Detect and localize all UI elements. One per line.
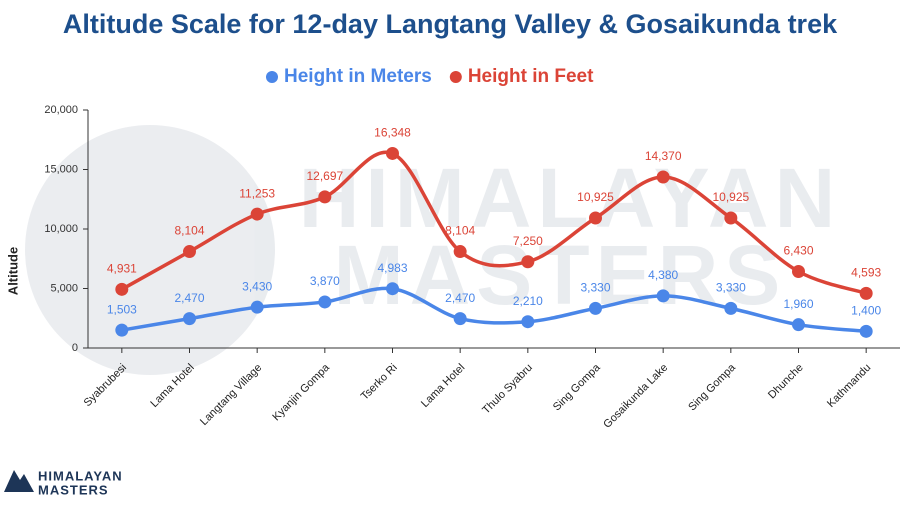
data-label: 3,330 — [580, 281, 610, 295]
data-label: 1,400 — [851, 304, 881, 318]
data-label: 2,210 — [513, 294, 543, 308]
chart-title: Altitude Scale for 12-day Langtang Valle… — [63, 9, 838, 39]
data-point — [589, 301, 602, 315]
data-label: 4,931 — [107, 261, 137, 275]
data-label: 14,370 — [645, 149, 682, 163]
logo: HIMALAYAN MASTERS — [4, 468, 123, 497]
x-tick-label: Tserko Ri — [359, 362, 400, 403]
data-point — [318, 190, 332, 204]
data-label: 11,253 — [239, 186, 275, 200]
data-point — [859, 324, 873, 338]
data-label: 7,250 — [513, 234, 543, 248]
data-label: 8,104 — [445, 224, 475, 238]
data-point — [386, 146, 399, 160]
y-tick-label: 5,000 — [50, 282, 78, 294]
data-point — [318, 295, 332, 309]
data-point — [589, 211, 602, 225]
watermark-line: MASTERS — [334, 228, 787, 322]
data-label: 3,870 — [310, 274, 340, 288]
data-label: 3,430 — [242, 279, 272, 293]
data-point — [521, 255, 535, 269]
y-tick-label: 20,000 — [44, 104, 78, 116]
data-label: 10,925 — [577, 190, 614, 204]
logo-text: HIMALAYAN — [38, 468, 123, 483]
x-tick-label: Langtang Village — [198, 362, 264, 428]
data-point — [115, 282, 129, 296]
x-tick-label: Syabrubesi — [82, 362, 129, 409]
logo-icon — [4, 470, 34, 492]
data-point — [656, 289, 670, 303]
data-label: 10,925 — [712, 190, 749, 204]
data-label: 3,330 — [716, 281, 746, 295]
data-label: 6,430 — [783, 244, 813, 258]
data-point — [453, 245, 467, 259]
watermark: HIMALAYAN MASTERS — [25, 125, 835, 375]
data-label: 8,104 — [174, 224, 204, 238]
data-point — [792, 264, 805, 278]
y-tick-label: 10,000 — [44, 223, 78, 235]
data-point — [115, 323, 129, 337]
legend-marker — [266, 71, 278, 83]
data-point — [521, 315, 535, 329]
x-tick-label: Kathmandu — [825, 362, 873, 410]
x-tick-label: Kyanjin Gompa — [270, 361, 332, 423]
x-tick-label: Thulo Syabru — [480, 362, 535, 417]
y-tick-label: 0 — [72, 342, 78, 354]
data-label: 4,593 — [851, 266, 881, 280]
data-point — [724, 211, 738, 225]
data-label: 16,348 — [374, 126, 411, 140]
data-label: 2,470 — [445, 291, 475, 305]
x-tick-label: Sing Gompa — [686, 361, 738, 413]
legend-label: Height in Feet — [468, 66, 594, 87]
x-tick-label: Gosaikunda Lake — [601, 362, 670, 431]
data-point — [724, 301, 738, 315]
data-point — [792, 318, 805, 332]
y-tick-label: 15,000 — [44, 163, 78, 175]
x-tick-label: Dhunche — [766, 362, 806, 402]
legend: Height in Meters Height in Feet — [266, 66, 594, 87]
data-point — [250, 300, 264, 314]
data-point — [183, 245, 196, 259]
data-label: 1,960 — [783, 297, 813, 311]
data-point — [183, 312, 196, 326]
x-tick-label: Lama Hotel — [419, 362, 467, 410]
data-label: 4,983 — [377, 261, 407, 275]
legend-marker — [449, 71, 462, 83]
data-label: 4,380 — [648, 268, 678, 282]
y-axis-label: Altitude — [5, 247, 20, 295]
x-tick-label: Sing Gompa — [551, 361, 603, 413]
data-point — [386, 282, 399, 296]
logo-text: MASTERS — [38, 482, 109, 497]
legend-label: Height in Meters — [284, 66, 432, 87]
data-point — [453, 312, 467, 326]
data-label: 2,470 — [174, 291, 204, 305]
data-point — [656, 170, 670, 184]
data-label: 1,503 — [107, 302, 137, 316]
data-point — [859, 286, 873, 300]
data-label: 12,697 — [306, 169, 343, 183]
data-point — [250, 207, 264, 221]
